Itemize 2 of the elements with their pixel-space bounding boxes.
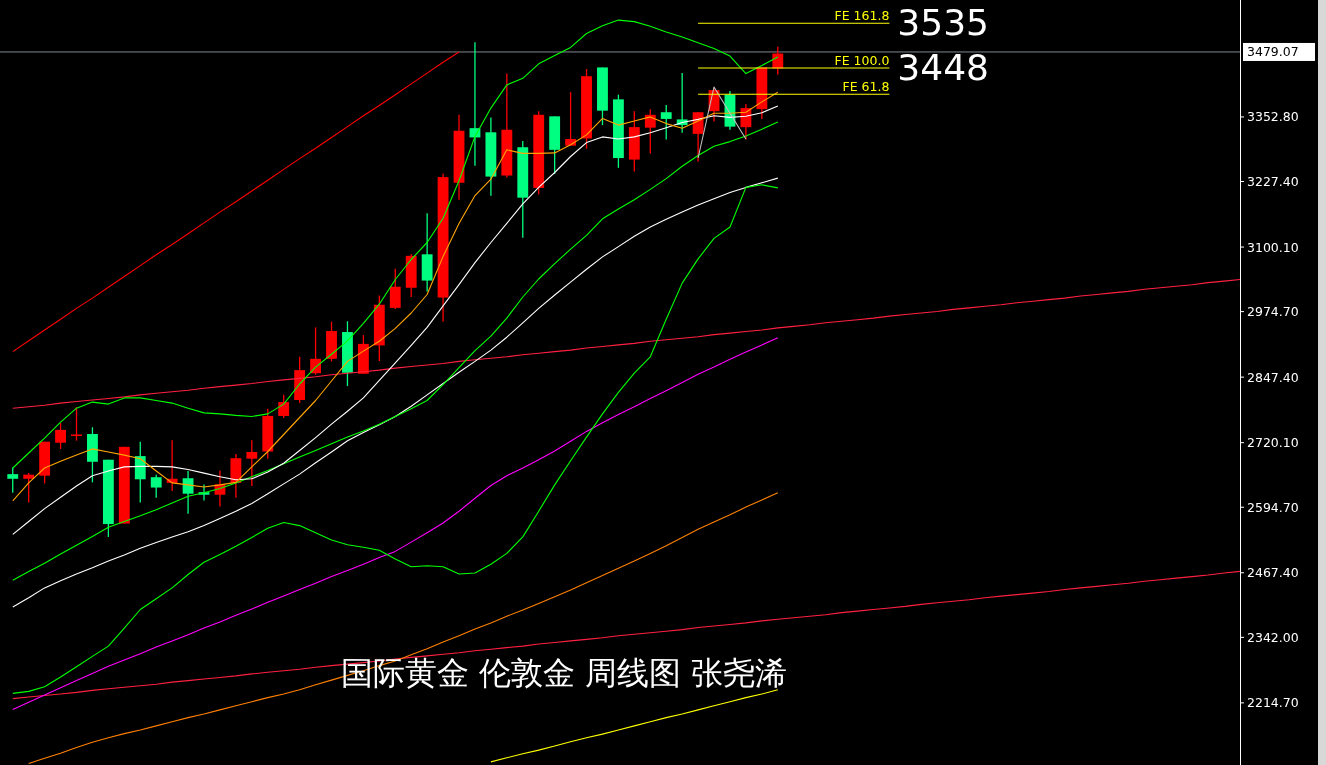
annotation: 3448	[897, 46, 989, 88]
annotation: 3535	[897, 2, 989, 44]
